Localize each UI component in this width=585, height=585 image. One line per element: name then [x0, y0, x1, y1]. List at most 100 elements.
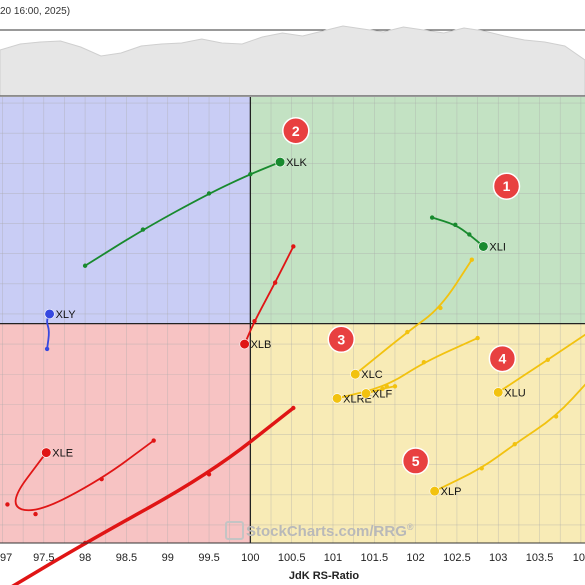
tail-xly[interactable]: XLY: [44, 308, 77, 352]
callout-badge: 1: [492, 172, 521, 200]
tail-point: [206, 472, 212, 477]
x-tick-label: 103: [489, 552, 507, 564]
tail-point: [512, 441, 517, 447]
history-panel: 20 16:00, 2025): [0, 0, 585, 97]
head-point-xlp[interactable]: [429, 486, 440, 497]
watermark-reg: ®: [407, 522, 414, 532]
quadrant-weakening: [250, 323, 585, 543]
callout-badge-circle: [492, 172, 521, 200]
quadrant-improving: [0, 97, 251, 324]
callout-badge-circle: [488, 344, 517, 373]
callout-badge-label: 3: [337, 331, 345, 347]
head-point-xlk[interactable]: [275, 156, 286, 168]
x-tick-label: 102.5: [443, 552, 471, 564]
tail-xlu[interactable]: XLU: [493, 330, 585, 399]
plot-area: StockCharts.com/RRG® XLIXLKXLYXLBXLEXLVX…: [0, 97, 585, 585]
callout-badge-circle: [401, 447, 430, 475]
callout-badge: 2: [282, 117, 310, 145]
watermark-separator: /: [369, 523, 374, 540]
quadrant-lagging: [0, 323, 251, 543]
watermark: StockCharts.com/RRG®: [225, 521, 414, 540]
symbol-label-xle: XLE: [52, 448, 73, 460]
tail-line-xlv: [11, 406, 296, 585]
tail-line-xlre: [336, 337, 479, 400]
head-point-xly[interactable]: [44, 308, 55, 320]
callout-badge: 5: [401, 447, 430, 475]
tail-point: [475, 335, 480, 341]
tail-point: [140, 227, 146, 232]
tail-point: [206, 191, 212, 196]
tail-point: [479, 466, 484, 471]
symbol-label-xlk: XLK: [286, 157, 307, 169]
symbol-label-xlu: XLU: [504, 387, 525, 399]
tail-point: [405, 329, 410, 335]
callout-badge: 4: [488, 344, 517, 373]
symbol-label-xlp: XLP: [441, 486, 462, 498]
history-area: [0, 25, 585, 97]
tail-point: [151, 438, 156, 443]
callout-badge-label: 2: [292, 123, 300, 139]
x-tick-label: 97.5: [33, 552, 54, 564]
tail-point: [453, 222, 458, 227]
tail-point: [469, 257, 475, 262]
x-tick-label: 99.5: [198, 552, 219, 564]
tail-xle[interactable]: XLE: [5, 438, 156, 517]
callout-badge-circle: [282, 117, 310, 145]
tail-xlb[interactable]: XLB: [239, 244, 296, 351]
tail-line-xly: [46, 313, 51, 350]
x-tick-label: 101: [324, 552, 342, 564]
tail-point: [44, 346, 50, 352]
symbol-label-xlb: XLB: [251, 339, 272, 351]
symbol-label-xly: XLY: [56, 309, 77, 321]
tail-point: [392, 384, 398, 389]
tail-point: [99, 476, 104, 482]
tail-point: [429, 215, 435, 220]
symbol-label-xlc: XLC: [361, 369, 382, 381]
callout-badge-label: 5: [412, 453, 420, 469]
tail-point: [545, 357, 551, 362]
x-tick-label: 99: [162, 552, 174, 564]
tail-line-xlc: [354, 258, 473, 376]
tail-xlc[interactable]: XLC: [350, 257, 475, 382]
watermark-logo-icon: [225, 521, 244, 540]
head-point-xlu[interactable]: [493, 387, 504, 398]
tail-xlf[interactable]: XLF: [360, 384, 398, 401]
tail-point: [5, 502, 10, 507]
head-point-xli[interactable]: [478, 241, 489, 252]
tail-point: [438, 305, 443, 311]
head-point-xle[interactable]: [41, 447, 52, 458]
x-tick-label: 101.5: [361, 552, 389, 564]
header-date-text: 20 16:00, 2025): [0, 6, 70, 17]
head-point-xlb[interactable]: [239, 339, 250, 350]
tail-point: [291, 244, 296, 249]
tail-point: [467, 232, 472, 237]
callout-badge: 3: [327, 325, 355, 354]
tail-xlk[interactable]: XLK: [82, 156, 308, 268]
x-tick-label: 98.5: [116, 552, 137, 564]
x-tick-label: 100: [241, 552, 259, 564]
head-point-xlf[interactable]: [360, 388, 372, 399]
x-tick-label: 10: [573, 552, 585, 564]
watermark-brand: StockCharts.com: [246, 523, 369, 540]
tail-xli[interactable]: XLI: [429, 215, 506, 253]
x-tick-label: 100.5: [278, 552, 306, 564]
tail-line-xli: [431, 216, 485, 248]
head-point-xlre[interactable]: [332, 393, 343, 404]
x-tick-label: 103.5: [526, 552, 554, 564]
symbol-label-xlf: XLF: [372, 389, 392, 401]
tail-xlp[interactable]: XLP: [429, 378, 585, 498]
x-tick-label: 102: [406, 552, 424, 564]
watermark-product: RRG: [374, 523, 407, 540]
tail-point: [553, 414, 559, 419]
x-tick-label: 97: [0, 552, 12, 564]
tail-line-xle: [14, 439, 155, 512]
watermark-text: StockCharts.com/RRG®: [246, 522, 414, 540]
tail-point: [33, 511, 38, 517]
x-tick-label: 98: [79, 552, 91, 564]
tail-point: [82, 263, 88, 268]
callout-badge-label: 1: [503, 178, 511, 194]
tail-point: [272, 280, 278, 285]
head-point-xlc[interactable]: [350, 369, 361, 380]
tail-point: [291, 405, 296, 411]
symbol-label-xli: XLI: [489, 241, 506, 253]
